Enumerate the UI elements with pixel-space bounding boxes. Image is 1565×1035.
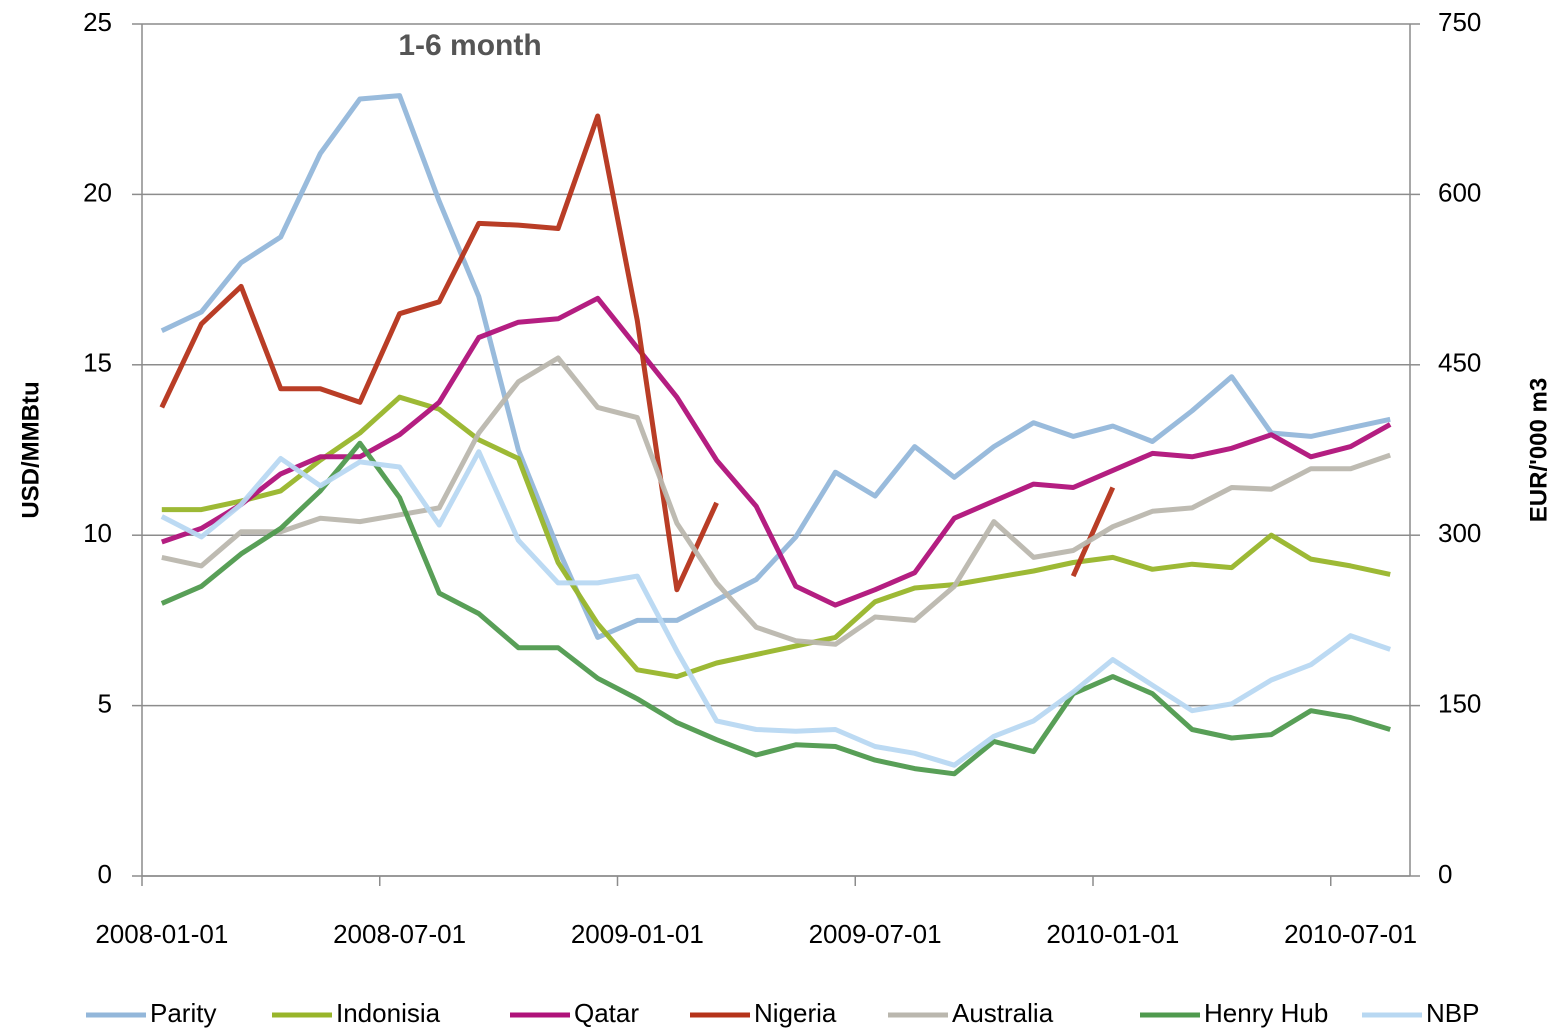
x-tick-label: 2009-01-01 <box>571 919 704 949</box>
y2-axis-label: EUR/'000 m3 <box>1525 378 1552 522</box>
x-tick-label: 2009-07-01 <box>809 919 942 949</box>
legend-label: Australia <box>952 998 1054 1028</box>
y-tick-label: 10 <box>83 518 112 548</box>
legend-label: Qatar <box>574 998 639 1028</box>
y2-tick-label: 0 <box>1438 859 1452 889</box>
x-tick-label: 2010-07-01 <box>1284 919 1417 949</box>
x-tick-label: 2008-07-01 <box>333 919 466 949</box>
y2-tick-label: 450 <box>1438 348 1481 378</box>
x-tick-label: 2010-01-01 <box>1046 919 1179 949</box>
series-line <box>160 449 1392 768</box>
series-line <box>161 394 1391 680</box>
chart-title: 1-6 month <box>398 29 541 62</box>
y2-tick-label: 150 <box>1438 688 1481 718</box>
series-line <box>160 440 1391 777</box>
legend-label: Parity <box>150 998 216 1028</box>
y-axis-label: USD/MMBtu <box>17 381 44 518</box>
legend-label: Nigeria <box>754 998 837 1028</box>
y-tick-label: 20 <box>83 177 112 207</box>
y-tick-label: 25 <box>83 7 112 37</box>
legend-label: Indonisia <box>336 998 441 1028</box>
series-line <box>159 113 1116 593</box>
x-tick-label: 2008-01-01 <box>95 919 228 949</box>
series-line <box>160 93 1391 640</box>
legend-label: NBP <box>1426 998 1479 1028</box>
y-tick-label: 5 <box>98 688 112 718</box>
legend-label: Henry Hub <box>1204 998 1328 1028</box>
y2-tick-label: 600 <box>1438 177 1481 207</box>
y2-tick-label: 750 <box>1438 7 1481 37</box>
y-tick-label: 0 <box>98 859 112 889</box>
y2-tick-label: 300 <box>1438 518 1481 548</box>
series-line <box>161 355 1392 647</box>
y-tick-label: 15 <box>83 348 112 378</box>
